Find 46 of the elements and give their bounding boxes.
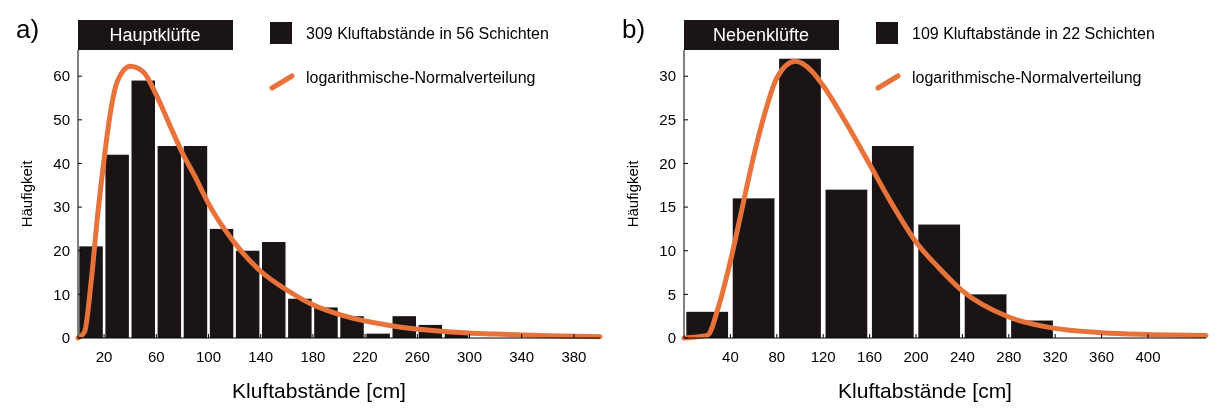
y-tick-label: 25 (659, 111, 676, 129)
chart-title: Nebenklüfte (712, 25, 810, 45)
x-tick-label: 260 (404, 348, 430, 365)
x-tick-label: 120 (810, 348, 836, 365)
x-tick-label: 300 (456, 348, 483, 365)
x-axis-title: Kluftabstände [cm] (838, 379, 1012, 402)
x-tick-label: 320 (1042, 348, 1068, 365)
x-tick-label: 20 (95, 348, 113, 365)
y-tick-label: 40 (53, 154, 70, 172)
y-tick-label: 20 (53, 241, 70, 259)
x-tick-label: 380 (561, 348, 587, 365)
x-tick-label: 200 (903, 348, 929, 365)
y-tick-label: 10 (53, 285, 70, 303)
y-tick-label: 0 (61, 329, 70, 347)
x-tick-label: 60 (147, 348, 165, 365)
x-axis-title: Kluftabstände [cm] (232, 379, 406, 402)
y-tick-label: 5 (667, 285, 676, 303)
y-tick-label: 10 (659, 241, 676, 259)
x-tick-label: 240 (949, 348, 975, 365)
y-tick-label: 60 (53, 67, 70, 85)
x-tick-label: 160 (857, 348, 883, 365)
y-tick-label: 15 (659, 198, 676, 216)
legend-label: logarithmische-Normalverteilung (912, 69, 1142, 86)
x-tick-label: 360 (1089, 348, 1115, 365)
chart-title: Hauptklüfte (109, 25, 201, 45)
y-tick-label: 30 (53, 198, 70, 216)
x-tick-label: 220 (352, 348, 378, 365)
y-tick-label: 50 (53, 111, 70, 129)
x-tick-label: 400 (1135, 348, 1161, 365)
x-tick-label: 40 (722, 348, 739, 365)
y-axis-title: Häufigkeit (18, 159, 35, 228)
legend-label: 109 Kluftabstände in 22 Schichten (912, 25, 1155, 42)
x-tick-label: 140 (248, 348, 274, 365)
legend-label: logarithmische-Normalverteilung (306, 69, 536, 86)
y-axis-title: Häufigkeit (624, 159, 641, 228)
y-tick-label: 30 (659, 67, 676, 85)
text: a) (16, 14, 40, 44)
x-tick-label: 80 (768, 348, 786, 365)
x-tick-label: 100 (195, 348, 222, 365)
y-tick-label: 20 (659, 154, 676, 172)
x-tick-label: 340 (509, 348, 535, 365)
legend-label: 309 Kluftabstände in 56 Schichten (306, 25, 549, 42)
text: b) (622, 14, 646, 44)
x-tick-label: 180 (300, 348, 326, 365)
x-tick-label: 280 (996, 348, 1022, 365)
y-tick-label: 0 (667, 329, 676, 347)
